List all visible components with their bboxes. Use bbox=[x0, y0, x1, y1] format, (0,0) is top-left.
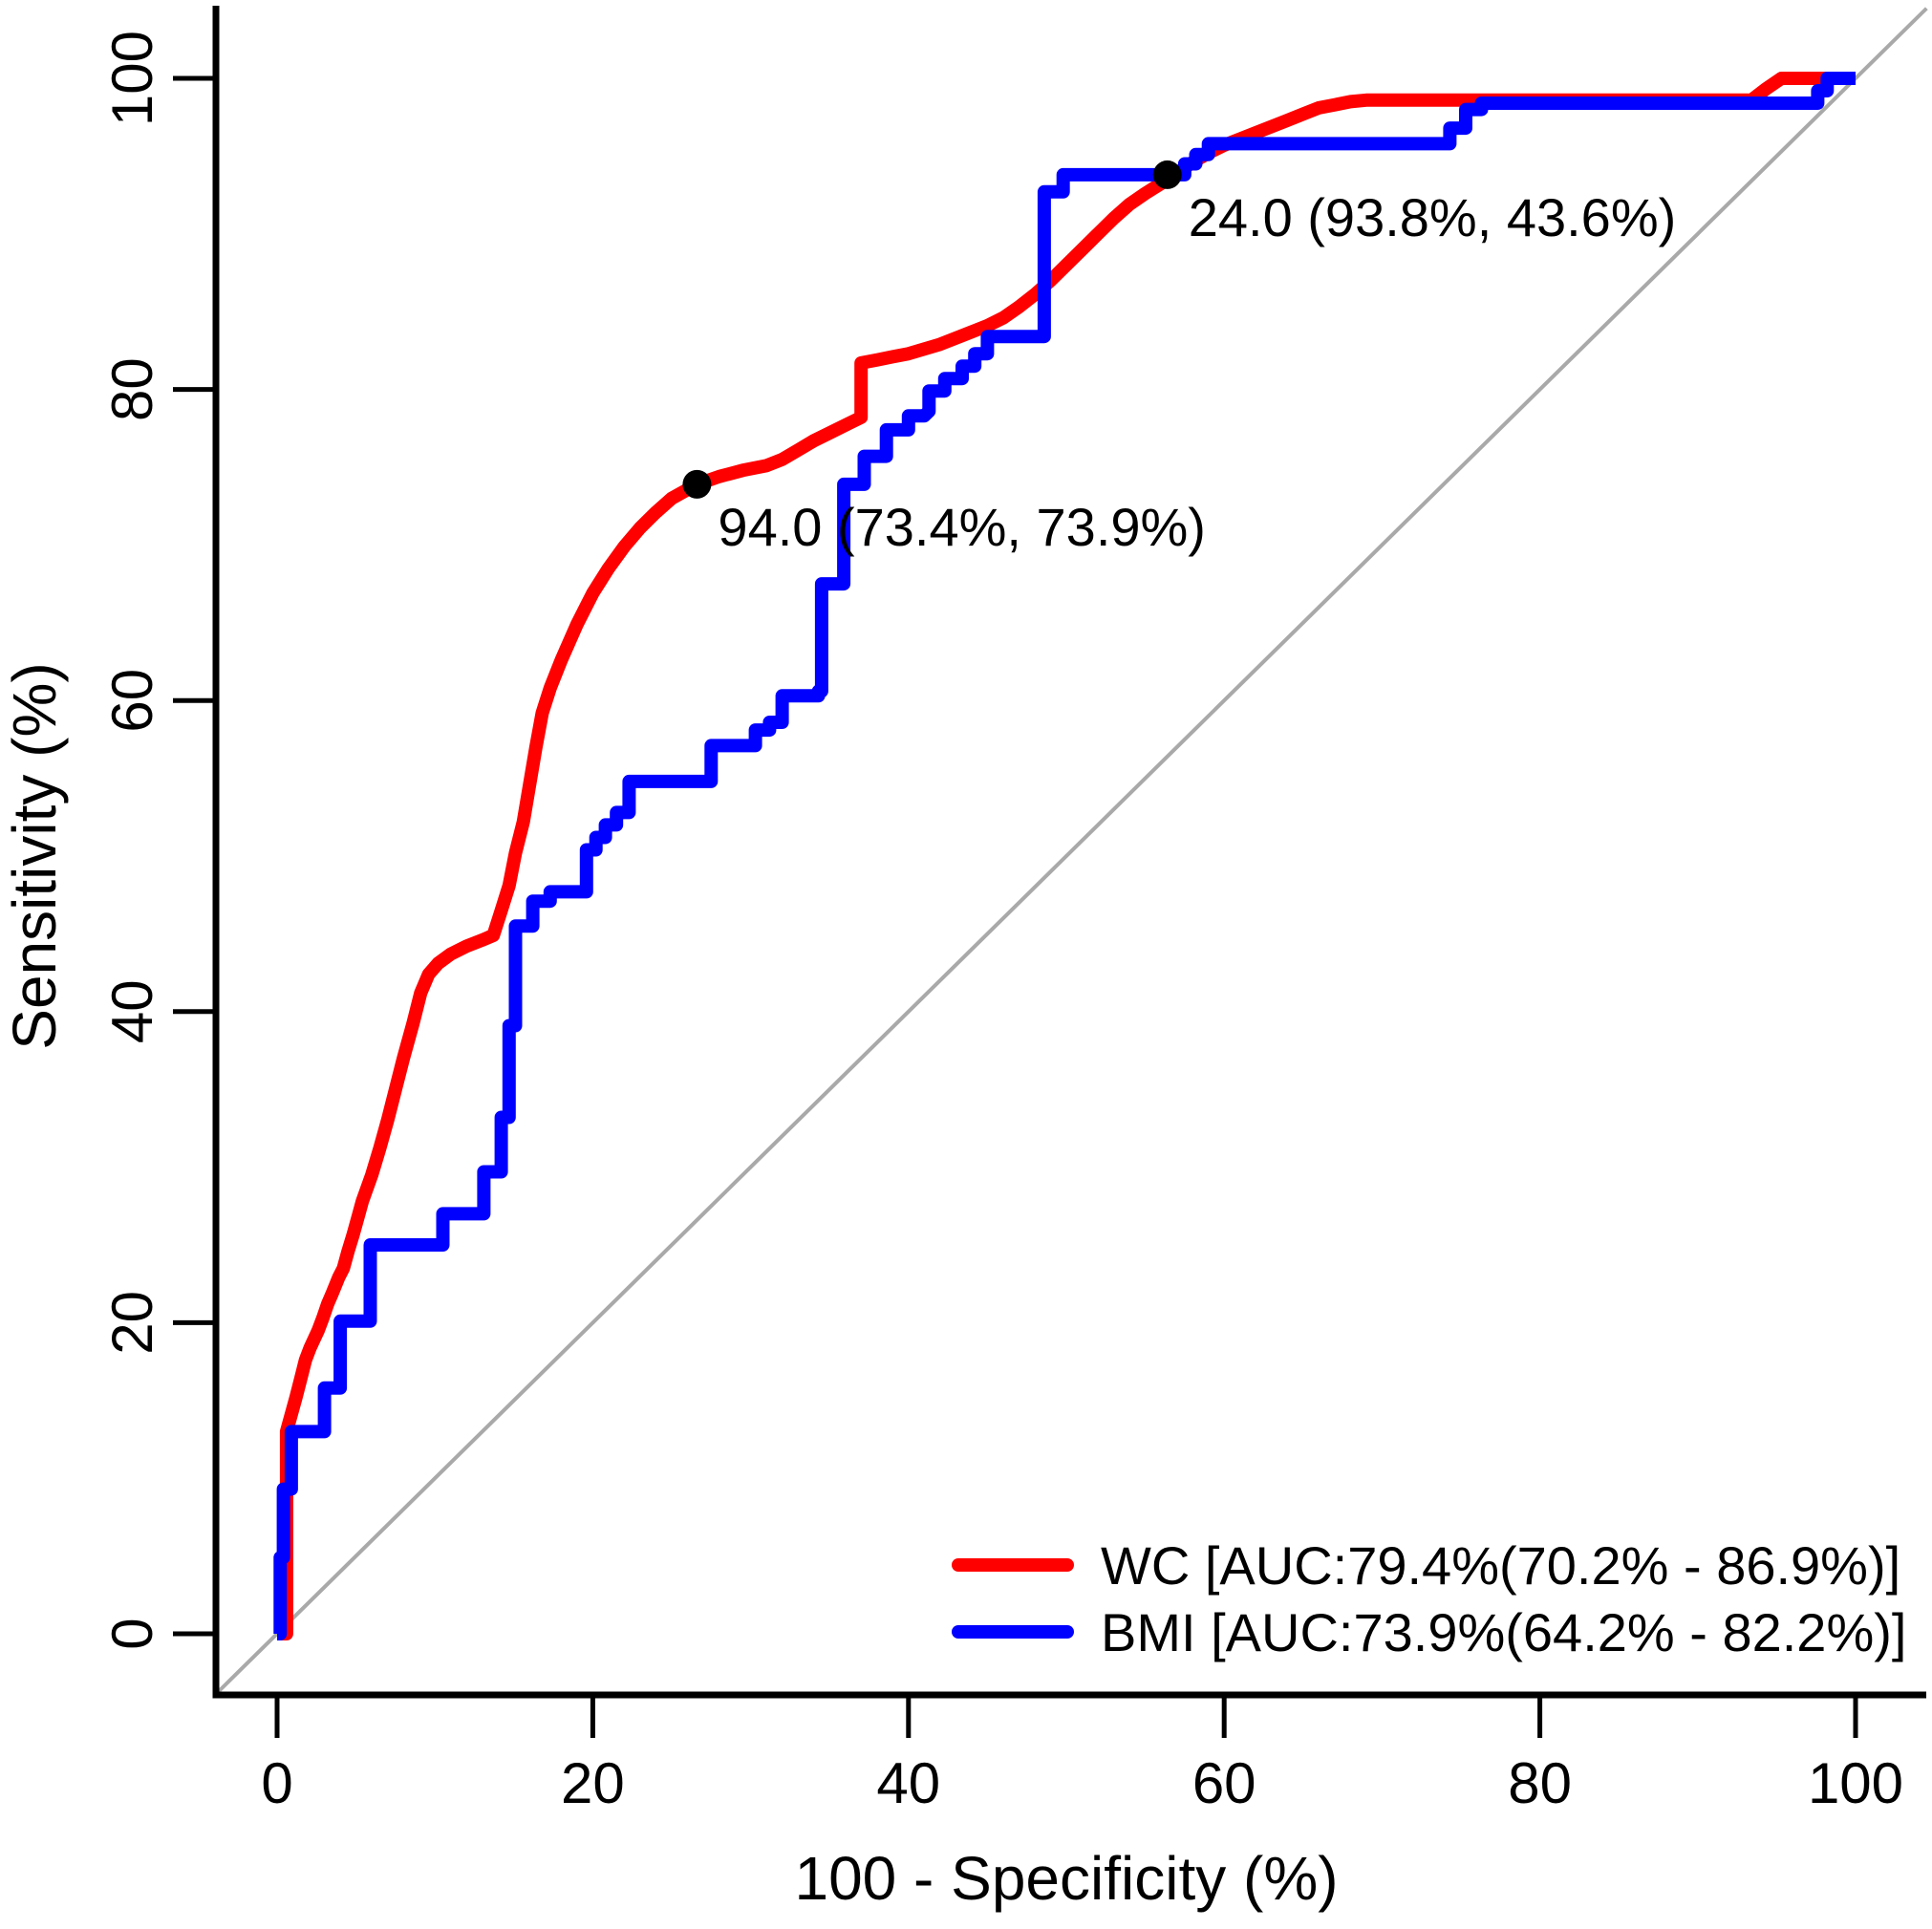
x-tick-label: 80 bbox=[1508, 1751, 1572, 1815]
y-tick-label: 0 bbox=[100, 1618, 164, 1649]
legend-label-bmi: BMI [AUC:73.9%(64.2% - 82.2%)] bbox=[1101, 1602, 1906, 1662]
threshold-marker-wc bbox=[682, 469, 712, 499]
y-axis-title: Sensitivity (%) bbox=[0, 662, 69, 1049]
threshold-marker-bmi bbox=[1152, 160, 1182, 189]
legend-label-wc: WC [AUC:79.4%(70.2% - 86.9%)] bbox=[1101, 1535, 1900, 1596]
y-tick-label: 80 bbox=[100, 357, 164, 421]
y-tick-label: 20 bbox=[100, 1291, 164, 1355]
y-tick-label: 60 bbox=[100, 669, 164, 733]
x-tick-label: 60 bbox=[1192, 1751, 1256, 1815]
x-tick-label: 100 bbox=[1808, 1751, 1903, 1815]
reference-diagonal-line bbox=[214, 7, 1928, 1696]
y-tick-label: 100 bbox=[100, 31, 164, 126]
x-axis-title: 100 - Specificity (%) bbox=[794, 1844, 1338, 1913]
y-tick-label: 40 bbox=[100, 979, 164, 1043]
x-tick-label: 40 bbox=[876, 1751, 940, 1815]
threshold-label-wc: 94.0 (73.4%, 73.9%) bbox=[718, 497, 1206, 557]
roc-curve-bmi bbox=[273, 72, 1856, 1640]
threshold-label-bmi: 24.0 (93.8%, 43.6%) bbox=[1189, 187, 1677, 247]
x-tick-label: 20 bbox=[561, 1751, 625, 1815]
x-tick-label: 0 bbox=[261, 1751, 292, 1815]
